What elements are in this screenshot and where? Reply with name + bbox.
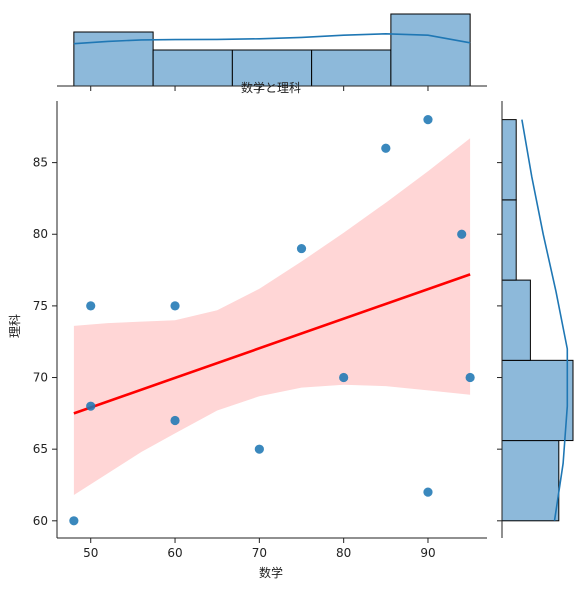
x-tick-label: 50 [83, 546, 98, 560]
y-axis-title: 理科 [8, 314, 22, 338]
right-histogram-bar [501, 279, 531, 361]
y-tick-label: 85 [33, 156, 48, 170]
data-point [465, 372, 475, 383]
right-histogram-bar [501, 359, 574, 442]
data-point [296, 243, 307, 254]
top-histogram-bar [390, 13, 471, 87]
y-tick-label: 80 [33, 227, 48, 241]
y-tick-label: 70 [33, 371, 48, 385]
regression-line [73, 273, 471, 415]
y-tick-label: 60 [33, 514, 48, 528]
x-tick-label: 60 [167, 546, 182, 560]
main-scatter-plot: 50 60 70 80 90 60 65 70 75 80 85 [33, 101, 487, 560]
data-point [254, 444, 264, 454]
right-histogram-bar [501, 440, 560, 522]
data-point [69, 516, 79, 526]
top-histogram-bar [311, 49, 392, 87]
y-tick-label: 75 [33, 299, 48, 313]
right-marginal-histogram [497, 101, 574, 538]
data-point [86, 301, 96, 311]
right-kde-curve [521, 119, 569, 521]
top-histogram-bar [152, 49, 233, 87]
x-tick-label: 70 [252, 546, 267, 560]
top-kde-curve [73, 32, 471, 45]
data-point [381, 143, 391, 153]
data-point [423, 487, 433, 497]
right-histogram-bar [501, 119, 517, 201]
data-point [339, 372, 349, 383]
x-tick-label: 80 [336, 546, 351, 560]
data-point [170, 301, 180, 311]
confidence-band [73, 138, 471, 496]
data-point [86, 401, 96, 411]
x-axis-title: 数学 [259, 565, 283, 580]
data-point [457, 229, 467, 239]
x-tick-label: 90 [420, 546, 435, 560]
y-tick-label: 65 [33, 442, 48, 456]
chart-title: 数学と理科 [241, 80, 301, 95]
right-histogram-bar [501, 199, 517, 281]
data-point [423, 115, 433, 125]
data-point [170, 415, 180, 426]
top-marginal-histogram [57, 13, 487, 91]
